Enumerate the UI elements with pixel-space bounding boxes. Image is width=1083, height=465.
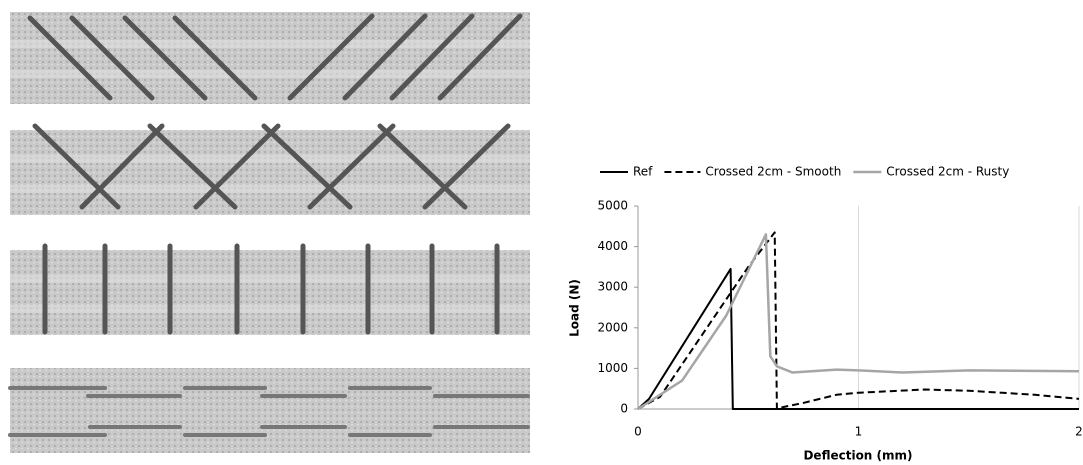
y-axis-label: Load (N)	[568, 279, 582, 337]
y-tick-label: 4000	[597, 239, 628, 253]
y-tick-label: 3000	[597, 280, 628, 294]
y-tick-label: 1000	[597, 361, 628, 375]
series-line	[637, 267, 1079, 410]
specimens	[8, 12, 530, 453]
specimen-vertical	[10, 243, 530, 335]
specimen-horizontal	[8, 368, 530, 453]
series-line	[637, 233, 1080, 411]
y-tick-label: 2000	[597, 320, 628, 334]
series-line	[637, 231, 1080, 410]
x-tick-label: 1	[855, 425, 863, 439]
legend-label: Crossed 2cm - Rusty	[886, 165, 1009, 179]
legend-label: Crossed 2cm - Smooth	[705, 165, 841, 179]
specimen-diagonal	[10, 12, 530, 104]
y-tick-label: 0	[620, 402, 628, 416]
chart: Load (N) Deflection (mm) 0 1 2 0 1000 2000 300…	[568, 165, 1083, 463]
legend-label: Ref	[633, 165, 653, 179]
y-tick-label: 5000	[597, 199, 628, 213]
x-tick-label: 2	[1075, 425, 1083, 439]
x-tick-label: 0	[634, 425, 642, 439]
x-axis-label: Deflection (mm)	[803, 449, 912, 463]
specimen-crossed	[10, 123, 530, 215]
